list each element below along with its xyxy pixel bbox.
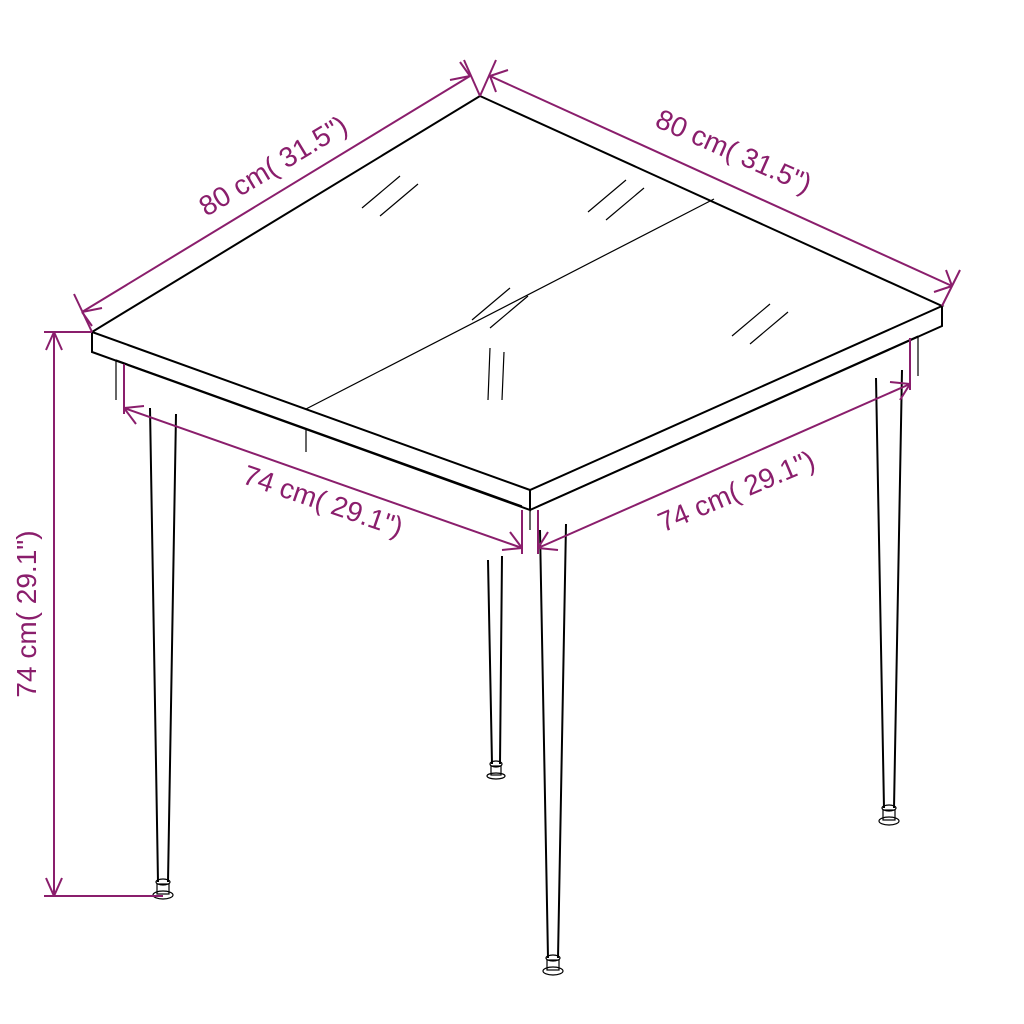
dim-mid-right: 74 cm( 29.1") — [538, 338, 910, 554]
table-legs — [150, 348, 902, 975]
label-mid-left: 74 cm( 29.1") — [239, 459, 407, 543]
dim-top-right: 80 cm( 31.5") — [480, 60, 960, 306]
table-dimension-diagram: 80 cm( 31.5") 80 cm( 31.5") 74 cm( 29.1"… — [0, 0, 1024, 1024]
dim-mid-left: 74 cm( 29.1") — [124, 364, 522, 554]
label-mid-right: 74 cm( 29.1") — [653, 444, 819, 538]
label-top-left: 80 cm( 31.5") — [193, 110, 352, 223]
dim-height: 74 cm( 29.1") — [11, 332, 163, 896]
dim-top-left: 80 cm( 31.5") — [74, 60, 480, 332]
dimensions: 80 cm( 31.5") 80 cm( 31.5") 74 cm( 29.1"… — [11, 60, 960, 896]
label-height: 74 cm( 29.1") — [11, 530, 42, 697]
